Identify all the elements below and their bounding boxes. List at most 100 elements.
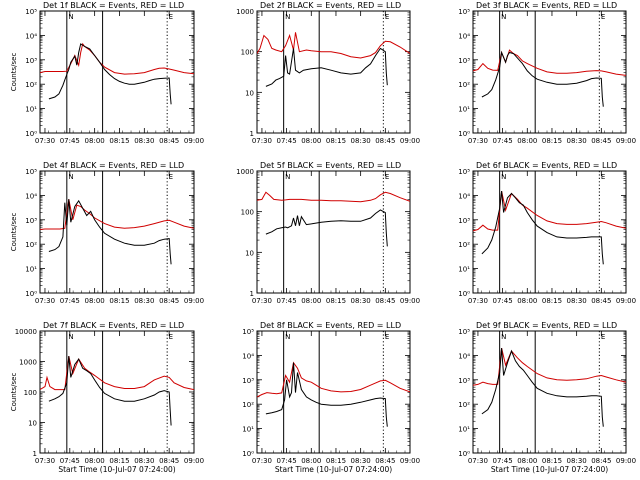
plot-frame xyxy=(256,170,411,294)
y-tick-label: 10⁰ xyxy=(25,130,37,138)
x-tick-label: 09:00 xyxy=(400,297,420,305)
x-tick-label: 08:45 xyxy=(591,457,611,465)
series-line-lld xyxy=(473,49,626,76)
x-tick-label: 09:00 xyxy=(400,457,420,465)
plot-frame xyxy=(472,330,627,454)
panel-det-9: Det 9f BLACK = Events, RED = LLD 10⁰ 10¹ 10… xyxy=(458,321,636,474)
x-tick-label: 08:45 xyxy=(591,137,611,145)
panel-det-1: Det 1f BLACK = Events, RED = LLD 10⁰ 10¹ 10… xyxy=(10,1,204,145)
y-tick-label: 10⁴ xyxy=(458,192,470,200)
marker-label: E xyxy=(169,13,173,21)
y-tick-label: 10⁵ xyxy=(242,328,254,336)
marker-label: E xyxy=(601,173,605,181)
y-tick-label: 10³ xyxy=(25,57,37,65)
y-tick-label: 10³ xyxy=(25,217,37,225)
x-tick-label: 07:45 xyxy=(493,137,513,145)
chart-title: Det 2f BLACK = Events, RED = LLD xyxy=(260,1,401,10)
x-tick-label: 07:30 xyxy=(252,137,272,145)
marker-label: E xyxy=(601,13,605,21)
y-tick-label: 100 xyxy=(241,49,254,57)
marker-label: N xyxy=(501,173,506,181)
y-tick-label: 10³ xyxy=(458,217,470,225)
plot-frame xyxy=(39,10,195,134)
x-axis-label: Start Time (10-Jul-07 07:24:00) xyxy=(275,465,392,474)
plot-frame xyxy=(256,10,411,134)
x-tick-label: 09:00 xyxy=(184,457,204,465)
x-tick-label: 08:15 xyxy=(542,137,562,145)
panel-det-2: Det 2f BLACK = Events, RED = LLD 1 10 100 10… xyxy=(236,1,420,145)
x-tick-label: 08:45 xyxy=(159,137,179,145)
y-tick-label: 10⁰ xyxy=(25,290,37,298)
x-tick-label: 08:45 xyxy=(375,457,395,465)
x-tick-label: 08:30 xyxy=(134,297,154,305)
x-tick-label: 08:30 xyxy=(351,297,371,305)
x-tick-label: 08:15 xyxy=(109,457,129,465)
x-tick-label: 08:15 xyxy=(542,457,562,465)
series-line-lld xyxy=(473,347,626,386)
y-tick-label: 10⁴ xyxy=(25,192,37,200)
x-tick-label: 08:30 xyxy=(567,137,587,145)
x-tick-label: 07:45 xyxy=(60,457,80,465)
x-tick-label: 09:00 xyxy=(616,137,636,145)
y-tick-label: 10⁴ xyxy=(458,32,470,40)
series-line-events xyxy=(265,47,388,87)
marker-label: E xyxy=(385,333,389,341)
series-line-lld xyxy=(257,361,410,398)
panel-det-8: Det 8f BLACK = Events, RED = LLD 10⁰ 10¹ 10… xyxy=(242,321,420,474)
x-tick-label: 08:15 xyxy=(542,297,562,305)
y-tick-label: 10² xyxy=(458,401,470,409)
x-tick-label: 07:30 xyxy=(468,297,488,305)
marker-label: N xyxy=(68,333,73,341)
series-line-events xyxy=(48,43,172,105)
y-tick-label: 10⁰ xyxy=(458,130,470,138)
chart-title: Det 1f BLACK = Events, RED = LLD xyxy=(43,1,184,10)
y-tick-label: 10¹ xyxy=(242,426,254,434)
x-tick-label: 08:00 xyxy=(517,457,537,465)
x-axis-label: Start Time (10-Jul-07 07:24:00) xyxy=(491,465,608,474)
x-tick-label: 08:30 xyxy=(567,457,587,465)
x-tick-label: 09:00 xyxy=(184,297,204,305)
marker-label: N xyxy=(501,13,506,21)
y-tick-label: 10 xyxy=(28,420,37,428)
chart-title: Det 5f BLACK = Events, RED = LLD xyxy=(260,161,401,170)
x-tick-label: 07:45 xyxy=(277,457,297,465)
x-tick-label: 08:30 xyxy=(351,457,371,465)
chart-title: Det 4f BLACK = Events, RED = LLD xyxy=(43,161,184,170)
y-tick-label: 10³ xyxy=(242,377,254,385)
x-tick-label: 07:45 xyxy=(277,137,297,145)
marker-label: N xyxy=(285,173,290,181)
y-tick-label: 10¹ xyxy=(458,106,470,114)
y-tick-label: 10⁰ xyxy=(458,290,470,298)
y-tick-label: 10¹ xyxy=(458,426,470,434)
y-tick-label: 1000 xyxy=(19,359,37,367)
plot-frame xyxy=(472,10,627,134)
y-tick-label: 10⁰ xyxy=(242,450,254,458)
y-tick-label: 1000 xyxy=(236,8,254,16)
series-line-events xyxy=(265,209,388,247)
x-tick-label: 08:15 xyxy=(326,457,346,465)
marker-label: E xyxy=(601,333,605,341)
series-line-events xyxy=(481,50,604,107)
marker-label: N xyxy=(68,173,73,181)
panel-det-3: Det 3f BLACK = Events, RED = LLD 10⁰ 10¹ 10… xyxy=(458,1,636,145)
y-tick-label: 10¹ xyxy=(25,266,37,274)
series-line-events xyxy=(48,356,172,426)
y-tick-label: 10¹ xyxy=(458,266,470,274)
panel-det-5: Det 5f BLACK = Events, RED = LLD 1 10 100 10… xyxy=(236,161,420,305)
marker-label: N xyxy=(68,13,73,21)
y-tick-label: 10² xyxy=(458,81,470,89)
x-tick-label: 08:00 xyxy=(301,457,321,465)
y-tick-label: 10 xyxy=(245,249,254,257)
x-tick-label: 07:45 xyxy=(493,297,513,305)
panel-det-6: Det 6f BLACK = Events, RED = LLD 10⁰ 10¹ 10… xyxy=(458,161,636,305)
x-tick-label: 09:00 xyxy=(616,457,636,465)
x-tick-label: 07:45 xyxy=(493,457,513,465)
x-tick-label: 08:00 xyxy=(85,297,105,305)
chart-title: Det 3f BLACK = Events, RED = LLD xyxy=(476,1,617,10)
y-tick-label: 1 xyxy=(250,290,254,298)
series-line-lld xyxy=(257,32,410,59)
x-tick-label: 07:45 xyxy=(60,137,80,145)
series-line-events xyxy=(265,362,388,427)
panel-det-7: Det 7f BLACK = Events, RED = LLD 1 10 100 10… xyxy=(10,321,204,474)
